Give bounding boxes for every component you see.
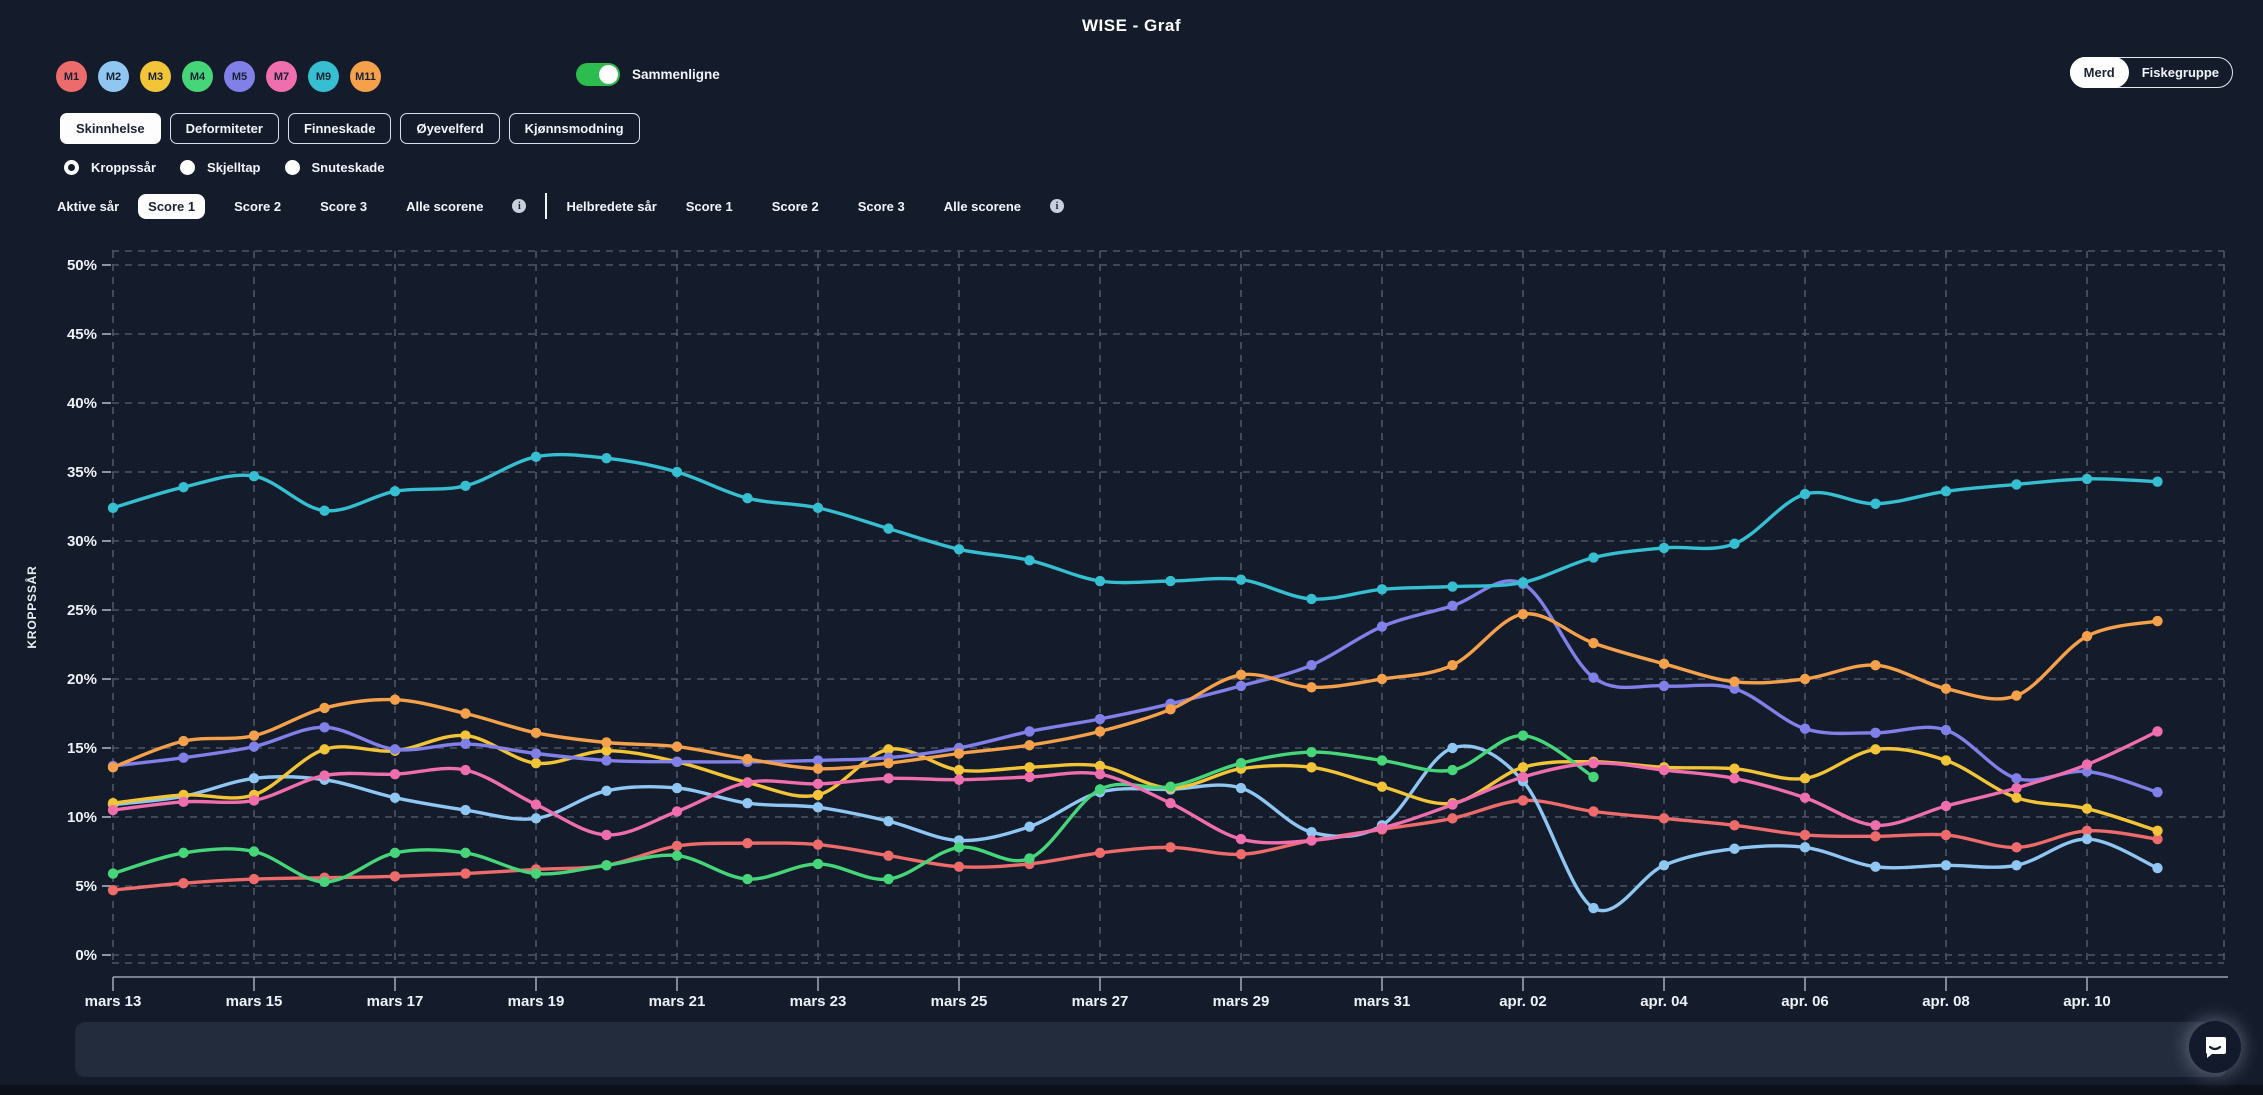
score-group-title: Helbredete sår: [566, 198, 657, 214]
tab-kjonnsmodning[interactable]: Kjønnsmodning: [508, 113, 640, 144]
y-axis-tick-label: 15%: [67, 740, 97, 757]
merd-badge-m5[interactable]: M5: [224, 61, 255, 92]
score-option-aktive-sar-score-1[interactable]: Score 1: [138, 193, 206, 219]
x-axis-tick-label: mars 27: [1072, 993, 1129, 1010]
x-axis-tick-label: mars 17: [367, 993, 424, 1010]
view-option-merd[interactable]: Merd: [2069, 57, 2129, 88]
merd-badge-m7[interactable]: M7: [266, 61, 297, 92]
series-m5[interactable]: [107, 578, 2163, 798]
merd-badge-m4[interactable]: M4: [182, 61, 213, 92]
info-icon[interactable]: i: [512, 199, 527, 213]
radio-kroppssar[interactable]: Kroppssår: [64, 160, 156, 175]
tab-oyevelferd[interactable]: Øyevelferd: [400, 113, 500, 144]
x-axis-tick-label: mars 29: [1213, 993, 1270, 1010]
chat-support-button[interactable]: [2189, 1021, 2241, 1073]
radio-snuteskade[interactable]: Snuteskade: [284, 160, 385, 175]
score-option-aktive-sar-score-3[interactable]: Score 3: [320, 198, 368, 214]
y-axis-tick-label: 50%: [67, 257, 97, 274]
chat-bubble-icon: [2205, 1037, 2226, 1058]
series-m7[interactable]: [107, 726, 2163, 846]
y-axis-tick-label: 0%: [75, 947, 97, 964]
x-axis-tick-label: mars 15: [226, 993, 283, 1010]
compare-control: Sammenligne: [576, 63, 720, 86]
wound-type-radio-group: Kroppssår Skjelltap Snuteskade: [64, 160, 384, 175]
info-icon[interactable]: i: [1050, 199, 1065, 213]
bottom-edge-strip: [0, 1085, 2263, 1095]
radio-label: Kroppssår: [91, 160, 157, 175]
x-axis-tick-label: mars 13: [85, 993, 142, 1010]
page-title: WISE - Graf: [1081, 16, 1181, 35]
merd-badge-m9[interactable]: M9: [308, 61, 339, 92]
score-group-aktive-sar: Aktive sår Score 1 Score 2 Score 3 Alle scor…: [57, 193, 527, 219]
y-axis-tick-label: 40%: [67, 395, 97, 412]
x-axis-tick-label: apr. 02: [1499, 993, 1547, 1010]
compare-toggle-label: Sammenligne: [632, 67, 720, 82]
radio-skjelltap[interactable]: Skjelltap: [180, 160, 261, 175]
merd-badge-m3[interactable]: M3: [140, 61, 171, 92]
score-option-helbredete-sar-alle-scorene[interactable]: Alle scorene: [943, 198, 1022, 214]
score-group-title: Aktive sår: [57, 198, 120, 214]
radio-circle-icon: [180, 160, 196, 175]
merd-badge-m2[interactable]: M2: [98, 61, 129, 92]
series-m9[interactable]: [107, 451, 2163, 605]
x-axis-tick-label: mars 25: [931, 993, 988, 1010]
score-option-helbredete-sar-score-2[interactable]: Score 2: [771, 198, 819, 214]
radio-circle-icon: [284, 160, 300, 175]
x-axis-tick-label: apr. 04: [1640, 993, 1688, 1010]
series-m1[interactable]: [107, 795, 2163, 896]
y-axis-tick-label: 35%: [67, 464, 97, 481]
y-axis-tick-label: 5%: [75, 878, 97, 895]
tab-finneskade[interactable]: Finneskade: [287, 113, 392, 144]
merd-badge-list: M1 M2 M3 M4 M5 M7 M9 M11: [56, 61, 381, 92]
score-option-helbredete-sar-score-1[interactable]: Score 1: [685, 198, 733, 214]
score-option-aktive-sar-alle-scorene[interactable]: Alle scorene: [406, 198, 484, 214]
merd-badge-m11[interactable]: M11: [350, 61, 381, 92]
score-group-divider: [545, 193, 548, 219]
toggle-knob-icon: [599, 65, 618, 84]
x-axis-tick-label: mars 31: [1354, 993, 1411, 1010]
x-axis-tick-label: mars 23: [790, 993, 847, 1010]
x-axis-tick-label: apr. 08: [1922, 993, 1970, 1010]
score-group-helbredete-sar: Helbredete sår Score 1 Score 2 Score 3 Alle …: [566, 194, 1065, 219]
y-axis-tick-label: 25%: [67, 602, 97, 619]
x-axis-tick-label: apr. 06: [1781, 993, 1829, 1010]
radio-label: Snuteskade: [311, 160, 385, 175]
score-filter-bar: Aktive sår Score 1 Score 2 Score 3 Alle scor…: [57, 192, 1065, 220]
y-axis-tick-label: 20%: [67, 671, 97, 688]
tab-deformiteter[interactable]: Deformiteter: [169, 113, 279, 144]
radio-label: Skjelltap: [207, 160, 261, 175]
score-option-helbredete-sar-score-3[interactable]: Score 3: [857, 198, 905, 214]
view-option-fiskegruppe[interactable]: Fiskegruppe: [2141, 65, 2219, 80]
tab-skinnhelse[interactable]: Skinnhelse: [60, 113, 161, 144]
scrollbar-track-panel[interactable]: [75, 1022, 2227, 1077]
merd-badge-m1[interactable]: M1: [56, 61, 87, 92]
x-axis-tick-label: mars 19: [508, 993, 565, 1010]
y-axis-tick-label: 30%: [67, 533, 97, 550]
y-axis-tick-label: 10%: [67, 809, 97, 826]
merd-fiskegruppe-segmented-control: Merd Fiskegruppe: [2069, 57, 2233, 88]
compare-toggle-switch[interactable]: [576, 63, 620, 86]
x-axis-tick-label: mars 21: [649, 993, 706, 1010]
radio-circle-icon: [64, 160, 79, 175]
x-axis-tick-label: apr. 10: [2063, 993, 2111, 1010]
series-m11[interactable]: [107, 608, 2163, 774]
series-m2[interactable]: [107, 742, 2163, 914]
series-m4[interactable]: [107, 730, 1599, 888]
y-axis-tick-label: 45%: [67, 326, 97, 343]
category-tab-bar: Skinnhelse Deformiteter Finneskade Øyevelfe…: [60, 113, 640, 144]
score-option-aktive-sar-score-2[interactable]: Score 2: [234, 198, 282, 214]
